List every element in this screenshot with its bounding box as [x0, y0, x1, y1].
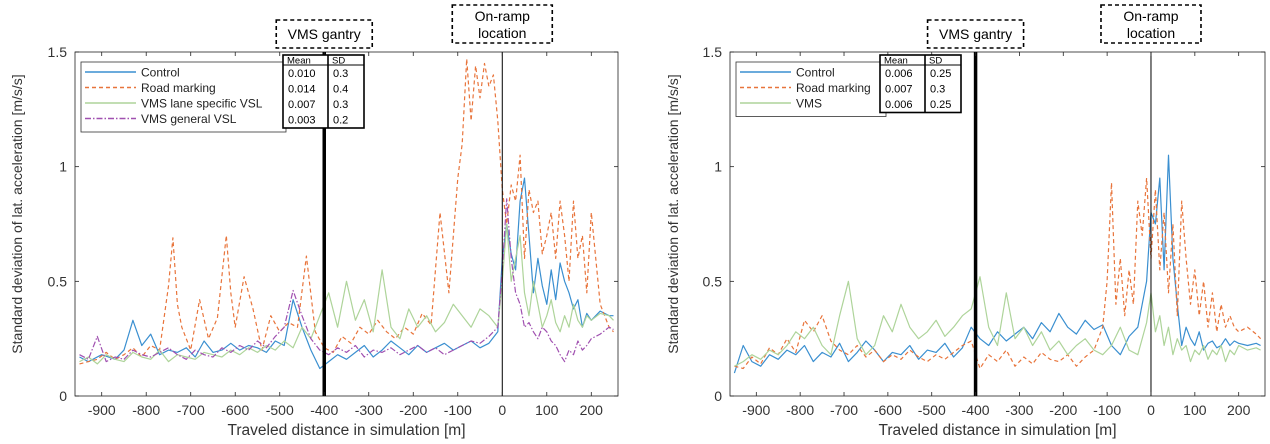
chart-1: -900 -800 -700 -600 -500 -400 -300 -200 -100 0 100… — [9, 4, 619, 439]
axes-frame — [74, 51, 619, 397]
x-tick-label: -100 — [444, 402, 472, 418]
legend-label: VMS lane specific VSL — [141, 97, 263, 111]
table-cell-mean: 0.006 — [885, 68, 913, 80]
table-cell-sd: 0.3 — [333, 99, 348, 111]
table-header-sd: SD — [929, 56, 942, 67]
x-tick-label: 0 — [1147, 402, 1155, 418]
y-tick-label: 1.5 — [703, 44, 723, 60]
table-header-sd: SD — [332, 56, 345, 67]
table-cell-mean: 0.006 — [885, 99, 913, 111]
annotation-box — [451, 4, 554, 44]
legend-label: VMS general VSL — [141, 112, 237, 126]
series-line-control — [733, 154, 1261, 374]
legend-label: Road marking — [796, 81, 871, 95]
annotation-box — [275, 19, 374, 49]
x-tick-label: 200 — [1227, 402, 1251, 418]
y-tick-label: 1 — [59, 159, 67, 175]
series-line-vms-lane-specific-vsl — [79, 223, 614, 365]
legend-label: Road marking — [141, 81, 216, 95]
x-tick-label: 0 — [498, 402, 506, 418]
x-tick-label: -300 — [355, 402, 383, 418]
table-cell-sd: 0.25 — [930, 68, 951, 80]
plot-area — [733, 154, 1262, 374]
annotation-text: VMS gantry — [939, 26, 1012, 42]
table-cell-mean: 0.007 — [288, 99, 316, 111]
table-frame — [282, 54, 365, 129]
x-tick-label: -700 — [177, 402, 205, 418]
y-tick-label: 0 — [714, 388, 722, 404]
y-axis-label: Standard deviation of lat. acceleration … — [665, 74, 681, 353]
y-axis-label: Standard deviation of lat. acceleration … — [9, 74, 25, 353]
table-header-mean: Mean — [287, 56, 311, 67]
x-tick-label: -900 — [88, 402, 116, 418]
vms-gantry-annotation: VMS gantry — [275, 19, 374, 49]
chart-2: -900 -800 -700 -600 -500 -400 -300 -200 -100 0 100… — [665, 4, 1266, 439]
x-tick-label: -200 — [399, 402, 427, 418]
x-tick-label: -100 — [1093, 402, 1121, 418]
series-line-vms-general-vsl — [79, 198, 614, 363]
table-cell-mean: 0.014 — [288, 84, 316, 96]
x-tick-label: -800 — [786, 402, 814, 418]
vms-gantry-annotation: VMS gantry — [926, 19, 1025, 49]
table-cell-mean: 0.007 — [885, 84, 913, 96]
axes-frame — [729, 51, 1266, 397]
y-tick-label: 1.5 — [48, 44, 68, 60]
x-tick-label: -200 — [1049, 402, 1077, 418]
table-cell-sd: 0.25 — [930, 99, 951, 111]
stats-table: Mean SD 0.010 0.3 0.014 0.4 0.007 0.3 0.003 0.2 — [282, 54, 365, 129]
annotation-text: VMS gantry — [288, 26, 361, 42]
x-tick-label: -300 — [1005, 402, 1033, 418]
x-tick-label: -400 — [310, 402, 338, 418]
table-cell-sd: 0.3 — [333, 68, 348, 80]
x-tick-label: -800 — [132, 402, 160, 418]
x-axis-label: Traveled distance in simulation [m] — [878, 422, 1116, 439]
plot-area — [79, 58, 614, 370]
table-cell-mean: 0.003 — [288, 115, 316, 127]
y-tick-label: 1 — [714, 159, 722, 175]
annotation-text: On-ramp — [1123, 8, 1178, 24]
legend-box — [80, 61, 287, 133]
legend-box — [735, 61, 887, 117]
table-cell-sd: 0.4 — [333, 84, 348, 96]
legend-label: Control — [141, 66, 180, 80]
table-header-mean: Mean — [884, 56, 908, 67]
annotation-text: location — [478, 25, 526, 41]
table-cell-mean: 0.010 — [288, 68, 316, 80]
y-tick-label: 0.5 — [48, 273, 68, 289]
x-tick-label: 100 — [1183, 402, 1207, 418]
x-tick-label: 200 — [580, 402, 604, 418]
x-tick-label: -600 — [874, 402, 902, 418]
x-tick-label: -700 — [830, 402, 858, 418]
y-tick-label: 0 — [59, 388, 67, 404]
table-cell-sd: 0.3 — [930, 84, 945, 96]
x-tick-label: -500 — [918, 402, 946, 418]
table-cell-sd: 0.2 — [333, 115, 348, 127]
x-tick-label: 100 — [535, 402, 559, 418]
legend-label: Control — [796, 66, 835, 80]
x-axis-label: Traveled distance in simulation [m] — [227, 422, 465, 439]
y-tick-label: 0.5 — [703, 273, 723, 289]
annotation-box — [926, 19, 1025, 49]
series-line-vms — [734, 276, 1261, 367]
series-line-control — [79, 177, 614, 370]
annotation-text: location — [1127, 25, 1175, 41]
x-tick-label: -900 — [742, 402, 770, 418]
x-tick-label: -500 — [266, 402, 294, 418]
annotation-box — [1100, 4, 1202, 44]
legend-label: VMS — [796, 97, 822, 111]
x-tick-label: -600 — [221, 402, 249, 418]
annotation-text: On-ramp — [475, 8, 530, 24]
stats-table: Mean SD 0.006 0.25 0.007 0.3 0.006 0.25 — [879, 54, 962, 114]
x-tick-label: -400 — [962, 402, 990, 418]
series-line-road-marking — [79, 58, 614, 365]
